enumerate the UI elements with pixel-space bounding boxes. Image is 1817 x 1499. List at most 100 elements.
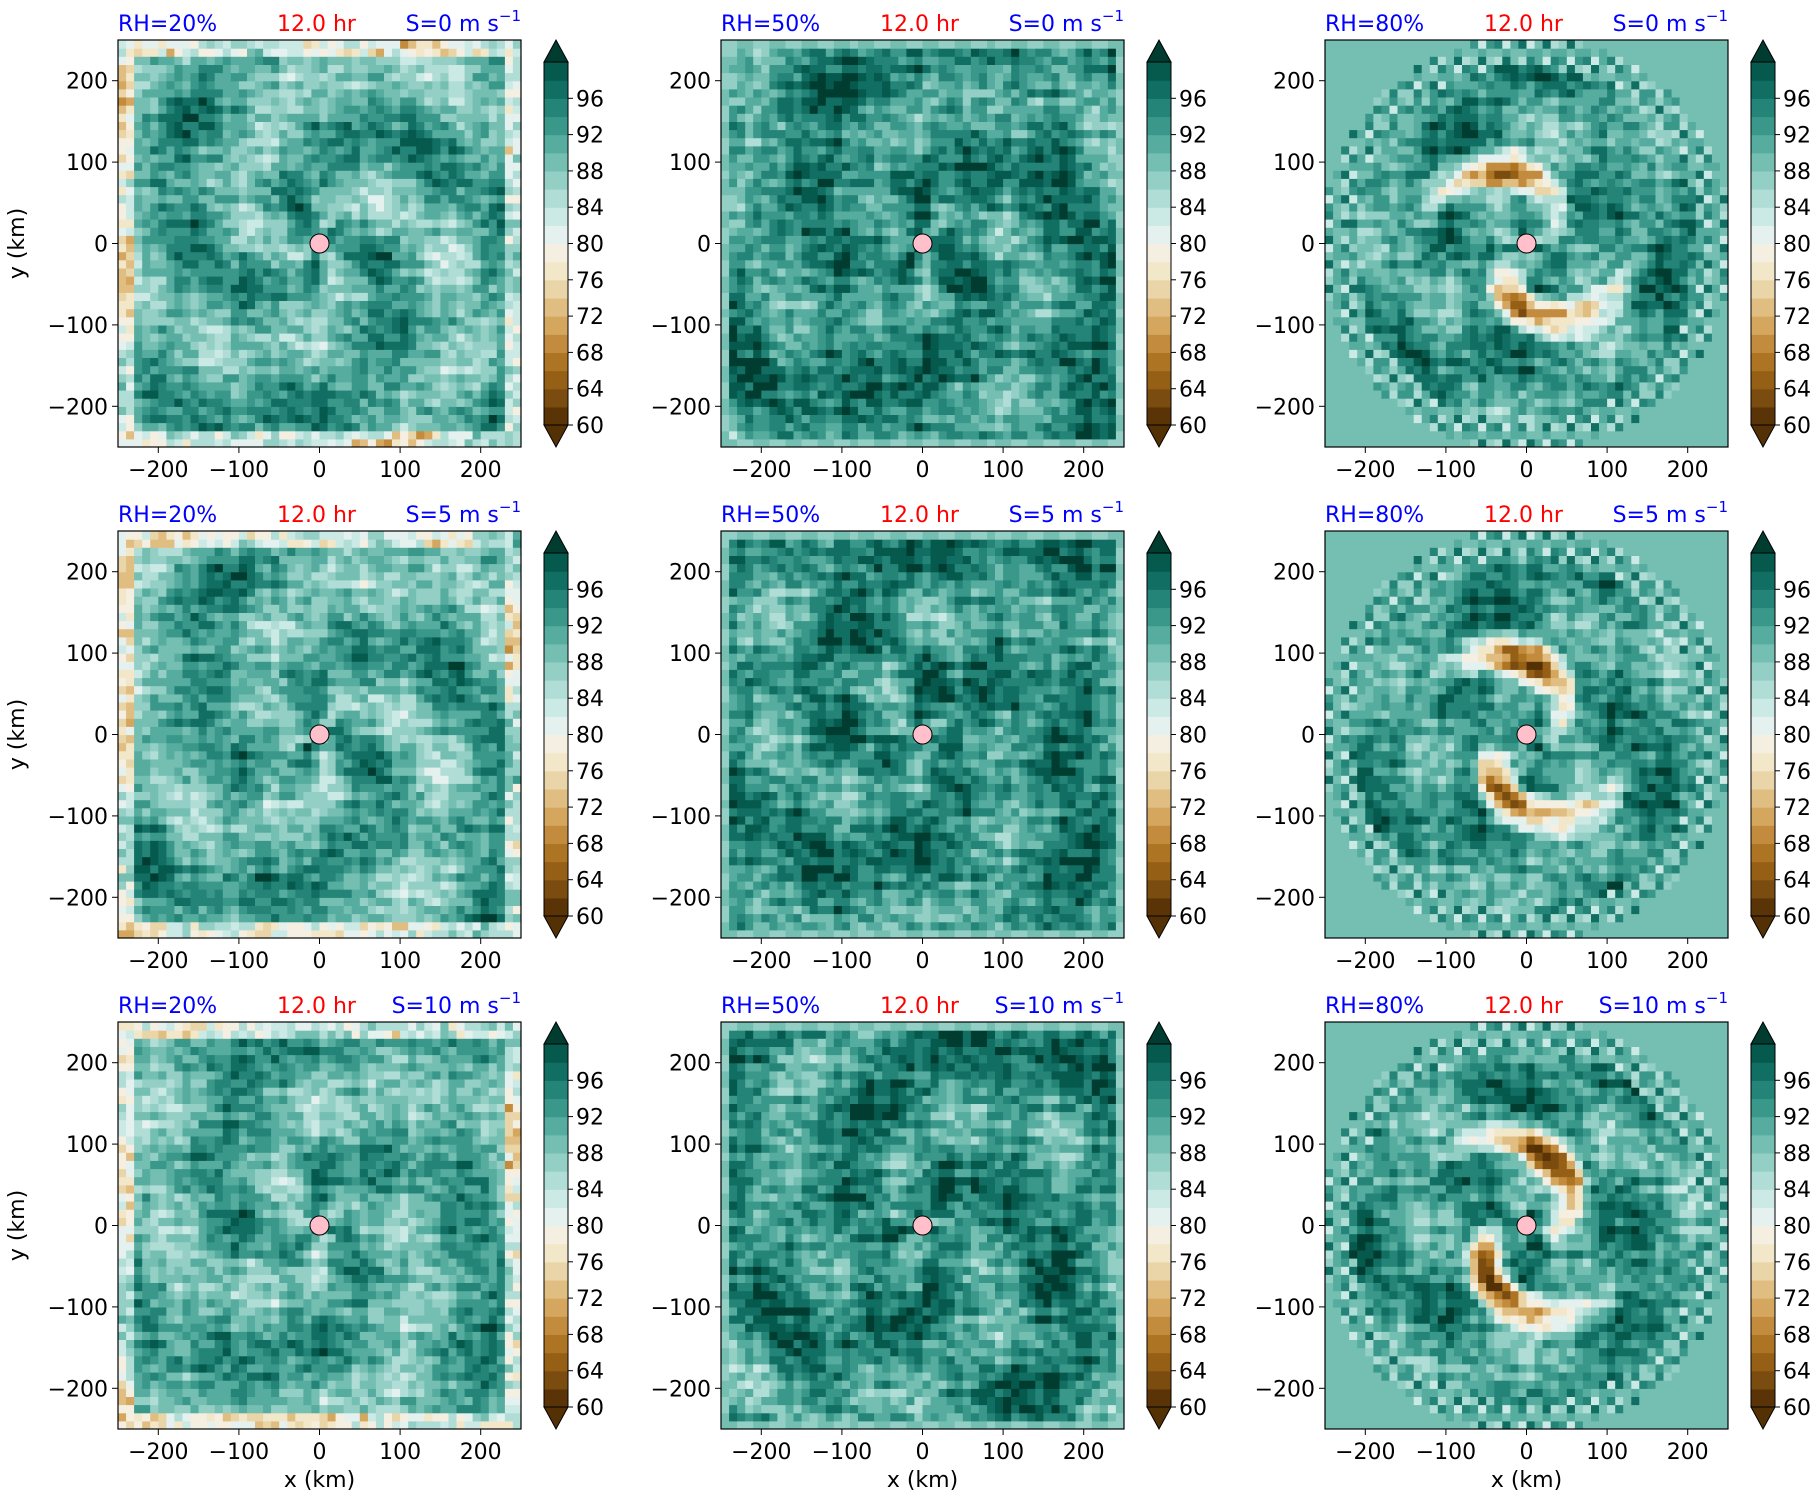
- rh-cell: [335, 316, 345, 326]
- rh-cell: [906, 357, 916, 367]
- rh-cell: [512, 365, 521, 375]
- rh-cell: [954, 80, 964, 90]
- rh-cell: [1075, 88, 1085, 98]
- rh-cell: [777, 390, 787, 399]
- rh-cell: [424, 267, 433, 277]
- rh-cell: [424, 48, 433, 57]
- rh-cell: [384, 341, 393, 350]
- rh-cell: [238, 324, 248, 334]
- rh-cell: [978, 357, 988, 367]
- rh-cell: [190, 316, 200, 326]
- rh-cell: [987, 324, 996, 334]
- rh-cell: [1099, 210, 1109, 220]
- rh-cell: [898, 398, 907, 407]
- rh-cell: [1011, 316, 1020, 326]
- rh-cell: [504, 80, 514, 90]
- rh-cell: [777, 219, 787, 228]
- rh-cell: [987, 97, 996, 106]
- rh-cell: [1075, 113, 1085, 122]
- rh-cell: [946, 97, 956, 106]
- rh-cell: [496, 333, 506, 342]
- rh-cell: [375, 80, 385, 90]
- rh-cell: [359, 381, 369, 391]
- rh-cell: [785, 398, 795, 407]
- rh-cell: [504, 422, 514, 432]
- rh-cell: [825, 390, 835, 399]
- rh-cell: [166, 64, 176, 74]
- rh-cell: [351, 88, 361, 98]
- rh-cell: [424, 113, 433, 122]
- rh-cell: [737, 97, 746, 106]
- rh-cell: [230, 80, 240, 90]
- rh-cell: [930, 243, 940, 253]
- rh-cell: [1019, 113, 1028, 122]
- rh-cell: [938, 259, 948, 269]
- rh-cell: [906, 113, 916, 122]
- rh-cell: [737, 406, 746, 415]
- colorbar-segment: [544, 116, 568, 136]
- rh-cell: [1067, 178, 1077, 188]
- rh-cell: [987, 381, 996, 391]
- rh-cell: [504, 56, 514, 65]
- rh-cell: [496, 267, 506, 277]
- rh-cell: [946, 219, 956, 228]
- rh-cell: [166, 349, 176, 358]
- rh-cell: [230, 292, 240, 301]
- rh-cell: [367, 227, 377, 236]
- rh-cell: [214, 97, 224, 106]
- rh-cell: [166, 390, 176, 399]
- rh-cell: [351, 251, 361, 261]
- rh-cell: [472, 129, 482, 139]
- rh-cell: [1011, 154, 1020, 163]
- rh-cell: [809, 235, 819, 245]
- rh-cell: [866, 333, 875, 342]
- rh-cell: [448, 373, 458, 383]
- rh-cell: [384, 40, 393, 49]
- rh-cell: [825, 324, 835, 334]
- rh-cell: [375, 194, 385, 204]
- rh-cell: [440, 381, 450, 391]
- rh-cell: [375, 121, 385, 131]
- rh-cell: [777, 162, 787, 171]
- rh-cell: [118, 430, 127, 440]
- rh-cell: [464, 357, 474, 367]
- rh-cell: [384, 48, 393, 57]
- rh-cell: [488, 422, 498, 432]
- rh-cell: [303, 243, 313, 253]
- rh-cell: [247, 438, 256, 447]
- rh-cell: [890, 145, 899, 155]
- rh-cell: [335, 300, 345, 310]
- rh-cell: [841, 137, 851, 147]
- rh-cell: [126, 341, 135, 350]
- rh-cell: [1075, 137, 1085, 147]
- rh-cell: [263, 194, 272, 204]
- rh-cell: [922, 438, 932, 447]
- rh-cell: [1035, 227, 1044, 236]
- rh-cell: [1011, 56, 1020, 65]
- rh-cell: [1019, 414, 1028, 424]
- rh-cell: [303, 56, 313, 65]
- rh-cell: [295, 430, 304, 440]
- rh-cell: [850, 333, 859, 342]
- rh-cell: [367, 365, 377, 375]
- colorbar-segment: [544, 370, 568, 390]
- rh-cell: [504, 243, 514, 253]
- colorbar-segment: [544, 152, 568, 172]
- rh-cell: [890, 162, 899, 171]
- rh-cell: [729, 219, 738, 228]
- rh-cell: [118, 170, 127, 179]
- rh-cell: [472, 341, 482, 350]
- rh-cell: [432, 333, 441, 342]
- rh-cell: [400, 341, 409, 350]
- rh-cell: [504, 162, 514, 171]
- rh-cell: [753, 178, 762, 188]
- rh-cell: [1027, 373, 1036, 383]
- rh-cell: [311, 194, 321, 204]
- rh-cell: [295, 202, 304, 212]
- rh-cell: [496, 324, 506, 334]
- rh-cell: [416, 292, 425, 301]
- rh-cell: [206, 145, 216, 155]
- rh-cell: [809, 194, 819, 204]
- rh-cell: [488, 324, 498, 334]
